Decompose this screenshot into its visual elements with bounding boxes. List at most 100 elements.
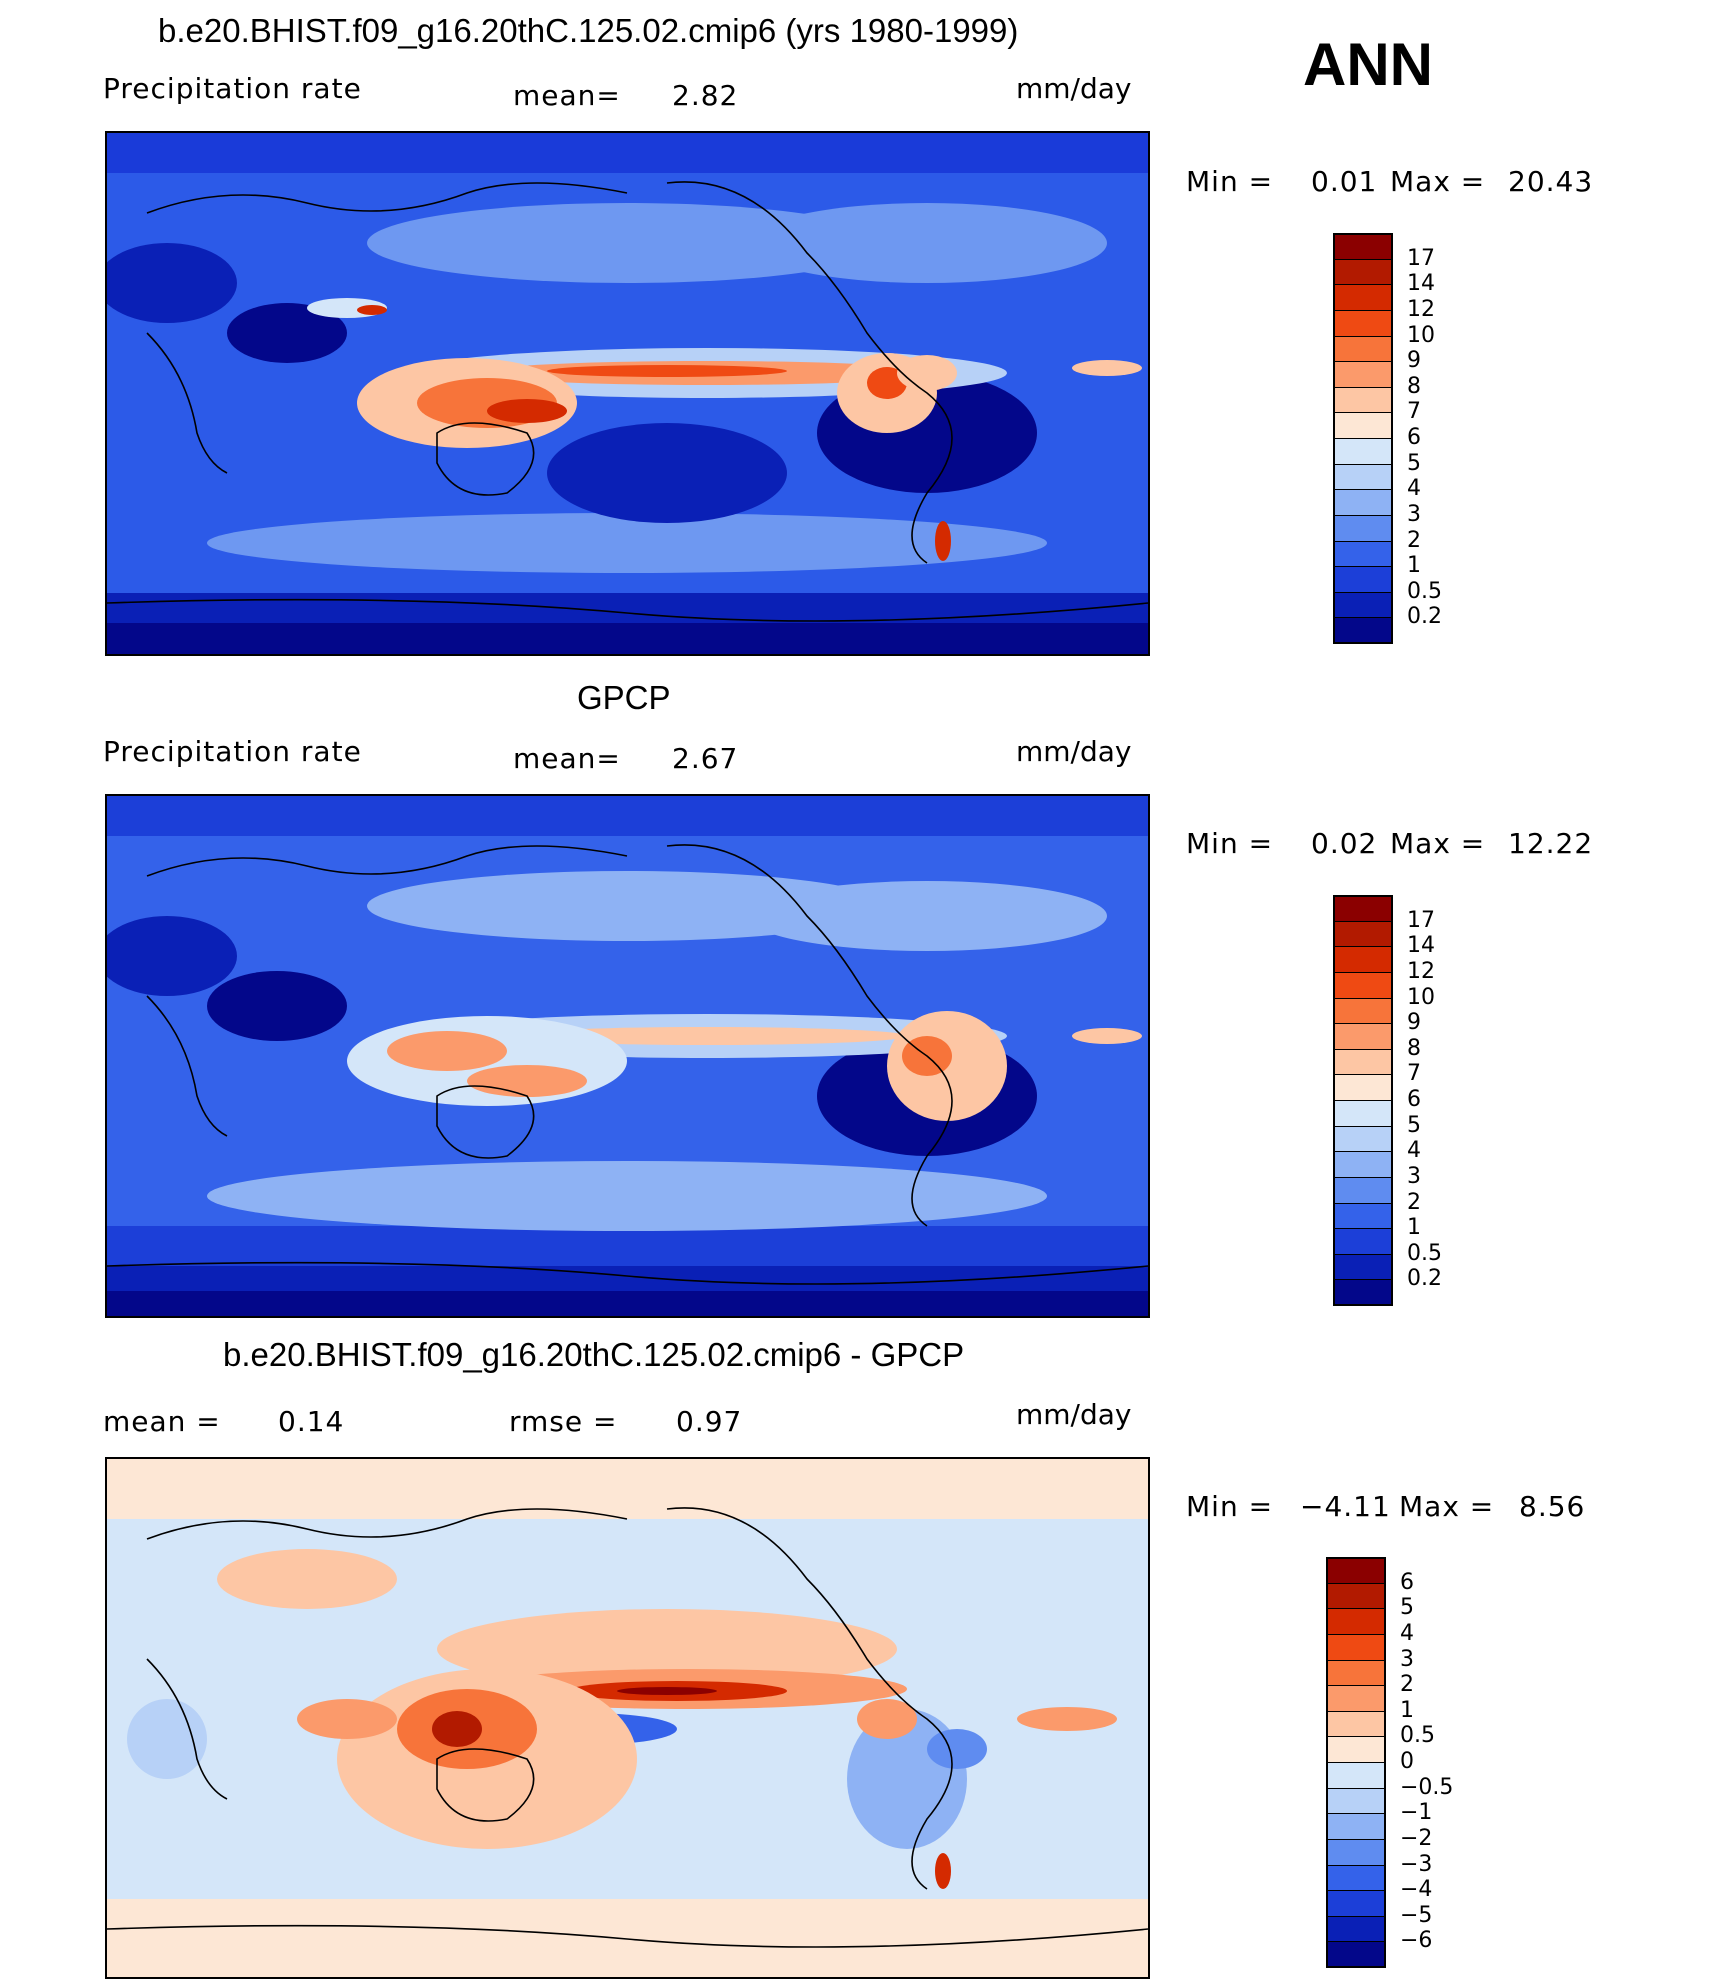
colorbar-box [1333, 386, 1393, 413]
colorbar-box [1333, 1125, 1393, 1152]
colorbar-tick-label: 2 [1407, 1189, 1421, 1215]
colorbar-tick-label: 17 [1407, 245, 1435, 271]
colorbar-box [1333, 591, 1393, 618]
colorbar-tick-label: 7 [1407, 399, 1421, 425]
panel3-max-value: 8.56 [1519, 1490, 1586, 1523]
colorbar-tick-label: 6 [1400, 1569, 1414, 1595]
colorbar-tick-label: 12 [1407, 296, 1435, 322]
colorbar-box [1333, 895, 1393, 922]
colorbar-box [1333, 438, 1393, 465]
colorbar-tick-label: 0.5 [1407, 1240, 1442, 1266]
colorbar-box [1333, 463, 1393, 490]
colorbar-tick-label: 10 [1407, 984, 1435, 1010]
colorbar-tick-label: 2 [1407, 527, 1421, 553]
colorbar-box [1326, 1787, 1386, 1814]
colorbar-box [1333, 1023, 1393, 1050]
colorbar-tick-label: 7 [1407, 1061, 1421, 1087]
colorbar-tick-label: 1 [1407, 1215, 1421, 1241]
panel2-min-label: Min = [1186, 827, 1274, 860]
colorbar-box [1333, 971, 1393, 998]
colorbar-tick-label: 5 [1400, 1595, 1414, 1621]
colorbar-tick-label: 4 [1400, 1620, 1414, 1646]
colorbar-box [1326, 1762, 1386, 1789]
colorbar-box [1333, 335, 1393, 362]
colorbar-box [1333, 1176, 1393, 1203]
colorbar-tick-label: 3 [1400, 1646, 1414, 1672]
season-label: ANN [1303, 31, 1433, 98]
panel3-map [105, 1457, 1150, 1979]
colorbar-tick-label: 9 [1407, 348, 1421, 374]
colorbar-tick-label: 14 [1407, 271, 1435, 297]
colorbar-box [1326, 1659, 1386, 1686]
panel1-min-value: 0.01 [1311, 165, 1378, 198]
panel3-mean-value: 0.14 [278, 1405, 345, 1438]
colorbar-box [1333, 946, 1393, 973]
colorbar-box [1333, 412, 1393, 439]
colorbar-tick-label: 8 [1407, 1035, 1421, 1061]
colorbar-box [1326, 1813, 1386, 1840]
colorbar-box [1333, 258, 1393, 285]
colorbar-tick-label: 1 [1407, 553, 1421, 579]
panel3-min-label: Min = [1186, 1490, 1274, 1523]
colorbar-tick-label: 2 [1400, 1672, 1414, 1698]
colorbar-box [1333, 1253, 1393, 1280]
colorbar-tick-label: 3 [1407, 501, 1421, 527]
panel1-variable-label: Precipitation rate [103, 72, 362, 105]
panel1-min-label: Min = [1186, 165, 1274, 198]
colorbar-box [1333, 309, 1393, 336]
colorbar-box [1326, 1864, 1386, 1891]
panel2-variable-label: Precipitation rate [103, 735, 362, 768]
colorbar-box [1333, 514, 1393, 541]
panel1-title: b.e20.BHIST.f09_g16.20thC.125.02.cmip6 (… [158, 12, 1019, 49]
panel3-mean-label: mean = [103, 1405, 221, 1438]
colorbar-tick-label: −1 [1400, 1800, 1433, 1826]
colorbar-box [1333, 233, 1393, 260]
panel3-rmse-value: 0.97 [676, 1405, 743, 1438]
panel1-colorbar: 17 14 12 10 9 8 7 6 5 4 3 2 1 0.5 0.2 [1333, 233, 1442, 645]
colorbar-box [1326, 1710, 1386, 1737]
colorbar-box [1333, 997, 1393, 1024]
colorbar-box [1333, 1048, 1393, 1075]
colorbar-tick-label: 0 [1400, 1749, 1414, 1774]
colorbar-tick-label: 0.2 [1407, 604, 1442, 630]
colorbar-box [1333, 1100, 1393, 1127]
colorbar-tick-label: 10 [1407, 322, 1435, 348]
panel1-map [105, 131, 1150, 656]
colorbar-tick-label: 8 [1407, 373, 1421, 399]
colorbar-box [1333, 1228, 1393, 1255]
colorbar-tick-label: −3 [1400, 1851, 1433, 1877]
panel3-units: mm/day [1016, 1398, 1132, 1431]
colorbar-tick-label: 6 [1407, 425, 1421, 450]
panel2-title: GPCP [577, 679, 671, 716]
panel3-title: b.e20.BHIST.f09_g16.20thC.125.02.cmip6 -… [223, 1336, 965, 1373]
colorbar-box [1333, 920, 1393, 947]
colorbar-tick-label: −5 [1400, 1902, 1433, 1928]
colorbar-box [1326, 1633, 1386, 1660]
colorbar-tick-label: 0.5 [1400, 1723, 1435, 1749]
colorbar-tick-label: 0.5 [1407, 578, 1442, 604]
panel3-colorbar: 6 5 4 3 2 1 0.5 0 −0.5 −1 −2 −3 −4 −5 −6 [1326, 1557, 1453, 1969]
panel1-mean-value: 2.82 [672, 79, 739, 112]
colorbar-tick-label: 1 [1400, 1697, 1414, 1723]
colorbar-box [1326, 1941, 1386, 1968]
colorbar-tick-label: −2 [1400, 1825, 1433, 1851]
colorbar-tick-label: 4 [1407, 476, 1421, 502]
colorbar-box [1326, 1557, 1386, 1584]
colorbar-box [1333, 540, 1393, 567]
colorbar-box [1326, 1890, 1386, 1917]
panel1-mean-label: mean= [513, 79, 621, 112]
colorbar-tick-label: 3 [1407, 1163, 1421, 1189]
colorbar-box [1333, 1279, 1393, 1306]
colorbar-tick-label: 17 [1407, 907, 1435, 933]
colorbar-tick-label: 0.2 [1407, 1266, 1442, 1292]
panel1-units: mm/day [1016, 72, 1132, 105]
colorbar-tick-label: 12 [1407, 958, 1435, 984]
colorbar-box [1333, 1202, 1393, 1229]
colorbar-tick-label: 5 [1407, 1112, 1421, 1138]
panel1-max-value: 20.43 [1508, 165, 1594, 198]
colorbar-tick-label: 9 [1407, 1010, 1421, 1036]
colorbar-tick-label: −0.5 [1400, 1774, 1454, 1800]
colorbar-box [1333, 617, 1393, 644]
colorbar-box [1326, 1582, 1386, 1609]
panel3-min-value: −4.11 [1300, 1490, 1391, 1523]
